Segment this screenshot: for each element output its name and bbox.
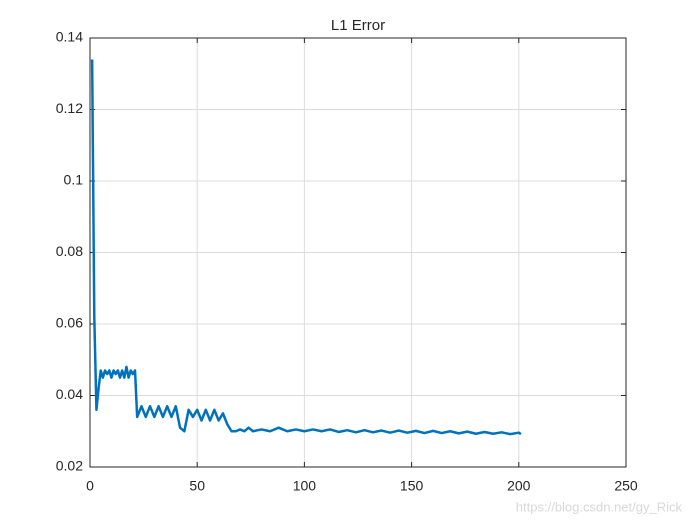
chart-title: L1 Error [331,17,385,34]
y-tick-label: 0.04 [56,386,83,402]
x-tick-label: 0 [86,478,94,494]
watermark: https://blog.csdn.net/gy_Rick [516,499,683,514]
x-tick-label: 200 [507,478,531,494]
y-tick-label: 0.12 [56,100,83,116]
y-tick-label: 0.08 [56,243,83,259]
y-tick-label: 0.1 [64,172,84,188]
axes-box [89,37,627,468]
x-tick-label: 150 [400,478,424,494]
y-tick-label: 0.14 [56,29,83,45]
y-tick-label: 0.02 [56,458,83,474]
data-line [90,59,522,436]
x-tick-label: 100 [293,478,317,494]
y-tick-label: 0.06 [56,315,83,331]
x-tick-label: 50 [189,478,205,494]
x-tick-label: 250 [614,478,638,494]
